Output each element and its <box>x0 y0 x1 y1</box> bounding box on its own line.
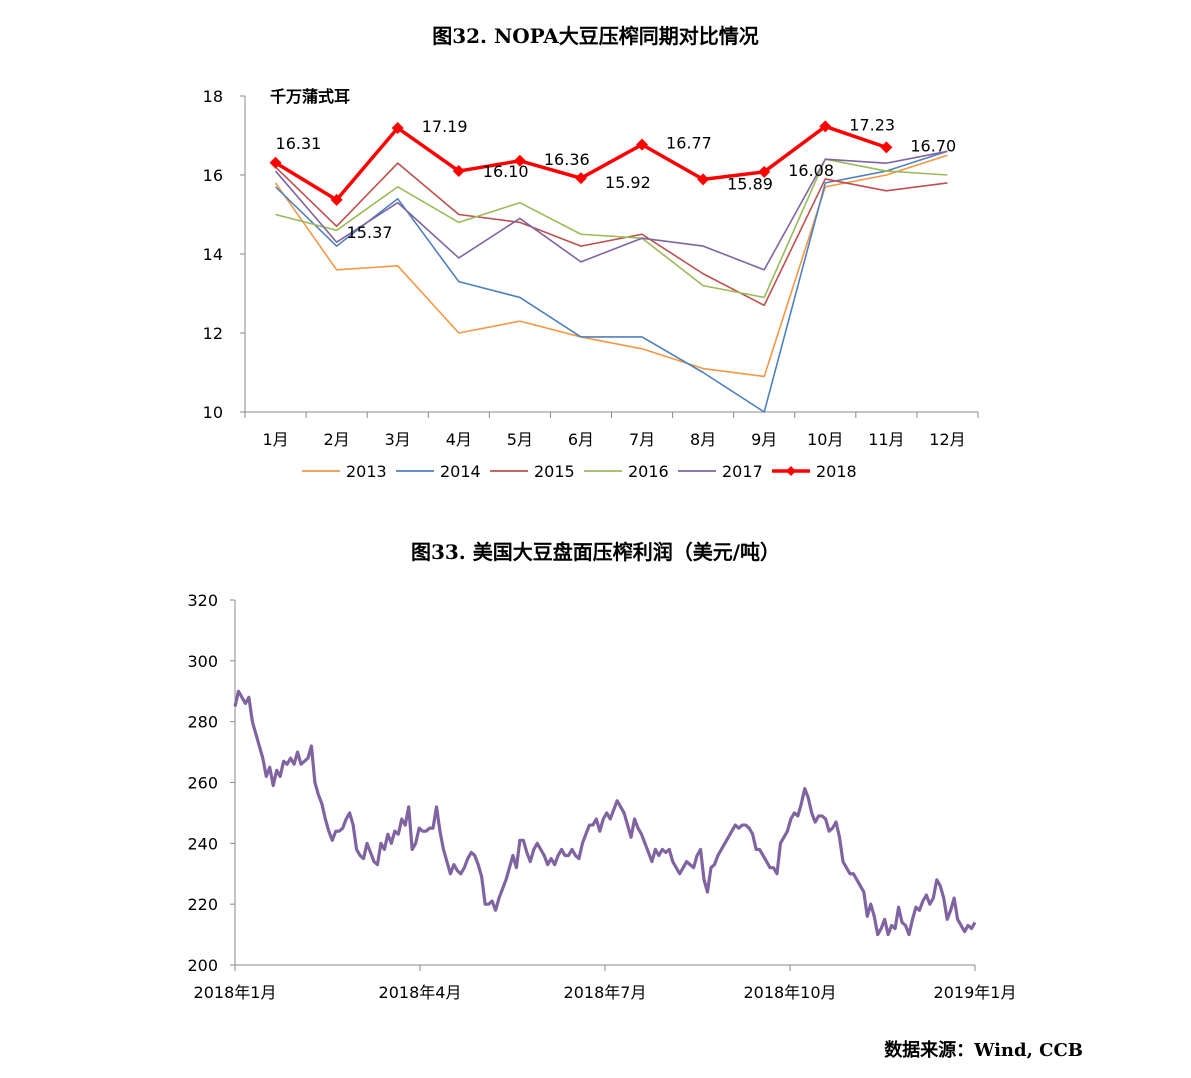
data-label-2018: 17.19 <box>422 117 468 136</box>
data-point-2018 <box>330 193 343 206</box>
y-tick-label: 16 <box>203 166 223 185</box>
legend-label-2013: 2013 <box>346 462 387 481</box>
y-tick-label-2: 280 <box>187 713 218 732</box>
data-label-2018: 16.36 <box>544 150 590 169</box>
unit-label: 千万蒲式耳 <box>270 87 350 106</box>
x-tick-label: 9月 <box>751 430 777 449</box>
data-label-2018: 16.31 <box>276 134 322 153</box>
data-point-2018 <box>391 121 404 134</box>
x-tick-label-2: 2019年1月 <box>934 983 1017 1002</box>
x-tick-label-2: 2018年4月 <box>379 983 462 1002</box>
x-tick-label: 7月 <box>629 430 655 449</box>
data-label-2018: 16.70 <box>910 136 956 155</box>
data-label-2018: 15.89 <box>727 174 773 193</box>
data-label-2018: 17.23 <box>849 115 895 134</box>
x-tick-label-2: 2018年1月 <box>194 983 277 1002</box>
legend-marker-2018 <box>786 466 796 476</box>
legend-label-2016: 2016 <box>628 462 669 481</box>
x-tick-label: 3月 <box>385 430 411 449</box>
data-point-2018 <box>452 165 465 178</box>
data-source: 数据来源：Wind, CCB <box>884 1040 1083 1061</box>
data-label-2018: 16.77 <box>666 134 712 153</box>
x-tick-label: 8月 <box>690 430 716 449</box>
y-tick-label-2: 200 <box>187 956 218 975</box>
x-tick-label: 10月 <box>807 430 843 449</box>
data-label-2018: 16.08 <box>788 161 834 180</box>
legend-label-2017: 2017 <box>722 462 763 481</box>
x-tick-label: 1月 <box>262 430 288 449</box>
legend-label-2015: 2015 <box>534 462 575 481</box>
y-tick-label-2: 260 <box>187 774 218 793</box>
data-label-2018: 16.10 <box>483 162 529 181</box>
x-tick-label: 2月 <box>324 430 350 449</box>
y-tick-label-2: 300 <box>187 652 218 671</box>
crush-margin-line <box>233 689 977 937</box>
legend-label-2014: 2014 <box>440 462 481 481</box>
data-point-2018 <box>697 173 710 186</box>
data-point-2018 <box>758 165 771 178</box>
series-line-2017 <box>274 150 948 271</box>
x-tick-label: 12月 <box>929 430 965 449</box>
data-point-2018 <box>880 141 893 154</box>
y-tick-label-2: 240 <box>187 834 218 853</box>
x-tick-label: 11月 <box>868 430 904 449</box>
x-tick-label: 5月 <box>507 430 533 449</box>
data-point-2018 <box>636 138 649 151</box>
figure-33-title: 图33. 美国大豆盘面压榨利润（美元/吨） <box>410 540 781 564</box>
y-tick-label: 18 <box>203 87 223 106</box>
figure-32-title: 图32. NOPA大豆压榨同期对比情况 <box>432 24 759 48</box>
x-tick-label: 4月 <box>446 430 472 449</box>
series-line-2013 <box>274 154 948 378</box>
x-tick-label-2: 2018年10月 <box>743 983 836 1002</box>
data-point-2018 <box>513 154 526 167</box>
y-tick-label: 12 <box>203 324 223 343</box>
y-tick-label-2: 220 <box>187 895 218 914</box>
data-point-2018 <box>269 156 282 169</box>
y-tick-label-2: 320 <box>187 591 218 610</box>
data-point-2018 <box>819 120 832 133</box>
series-line-2016 <box>275 158 948 299</box>
x-tick-label: 6月 <box>568 430 594 449</box>
x-tick-label-2: 2018年7月 <box>564 983 647 1002</box>
data-label-2018: 15.92 <box>605 173 651 192</box>
data-label-2018: 15.37 <box>347 223 393 242</box>
y-tick-label: 14 <box>203 245 223 264</box>
legend-label-2018: 2018 <box>816 462 857 481</box>
y-tick-label: 10 <box>203 403 223 422</box>
data-point-2018 <box>574 172 587 185</box>
series-line-2015 <box>274 162 948 307</box>
